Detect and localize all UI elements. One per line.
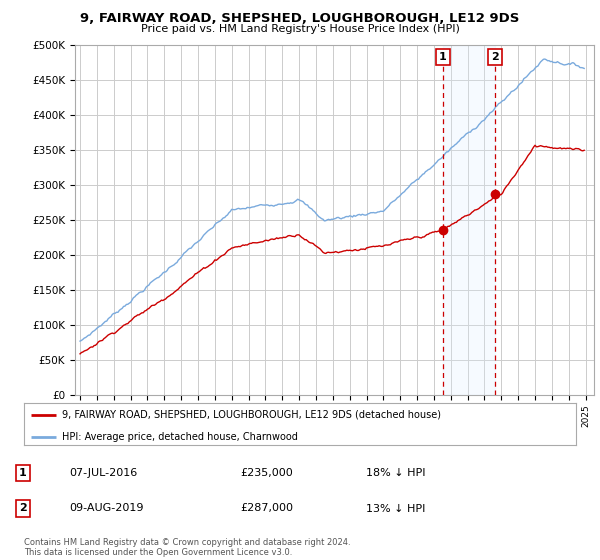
Text: 09-AUG-2019: 09-AUG-2019 <box>69 503 143 514</box>
Text: 13% ↓ HPI: 13% ↓ HPI <box>366 503 425 514</box>
Text: £287,000: £287,000 <box>240 503 293 514</box>
Text: 07-JUL-2016: 07-JUL-2016 <box>69 468 137 478</box>
Text: £235,000: £235,000 <box>240 468 293 478</box>
Text: 2: 2 <box>491 52 499 62</box>
Text: Price paid vs. HM Land Registry's House Price Index (HPI): Price paid vs. HM Land Registry's House … <box>140 24 460 34</box>
Text: 1: 1 <box>439 52 447 62</box>
Text: 1: 1 <box>19 468 26 478</box>
Text: 9, FAIRWAY ROAD, SHEPSHED, LOUGHBOROUGH, LE12 9DS (detached house): 9, FAIRWAY ROAD, SHEPSHED, LOUGHBOROUGH,… <box>62 409 440 419</box>
Text: Contains HM Land Registry data © Crown copyright and database right 2024.
This d: Contains HM Land Registry data © Crown c… <box>24 538 350 557</box>
Text: 2: 2 <box>19 503 26 514</box>
Bar <box>443 45 495 395</box>
Text: 18% ↓ HPI: 18% ↓ HPI <box>366 468 425 478</box>
Text: HPI: Average price, detached house, Charnwood: HPI: Average price, detached house, Char… <box>62 432 298 442</box>
Text: 9, FAIRWAY ROAD, SHEPSHED, LOUGHBOROUGH, LE12 9DS: 9, FAIRWAY ROAD, SHEPSHED, LOUGHBOROUGH,… <box>80 12 520 25</box>
